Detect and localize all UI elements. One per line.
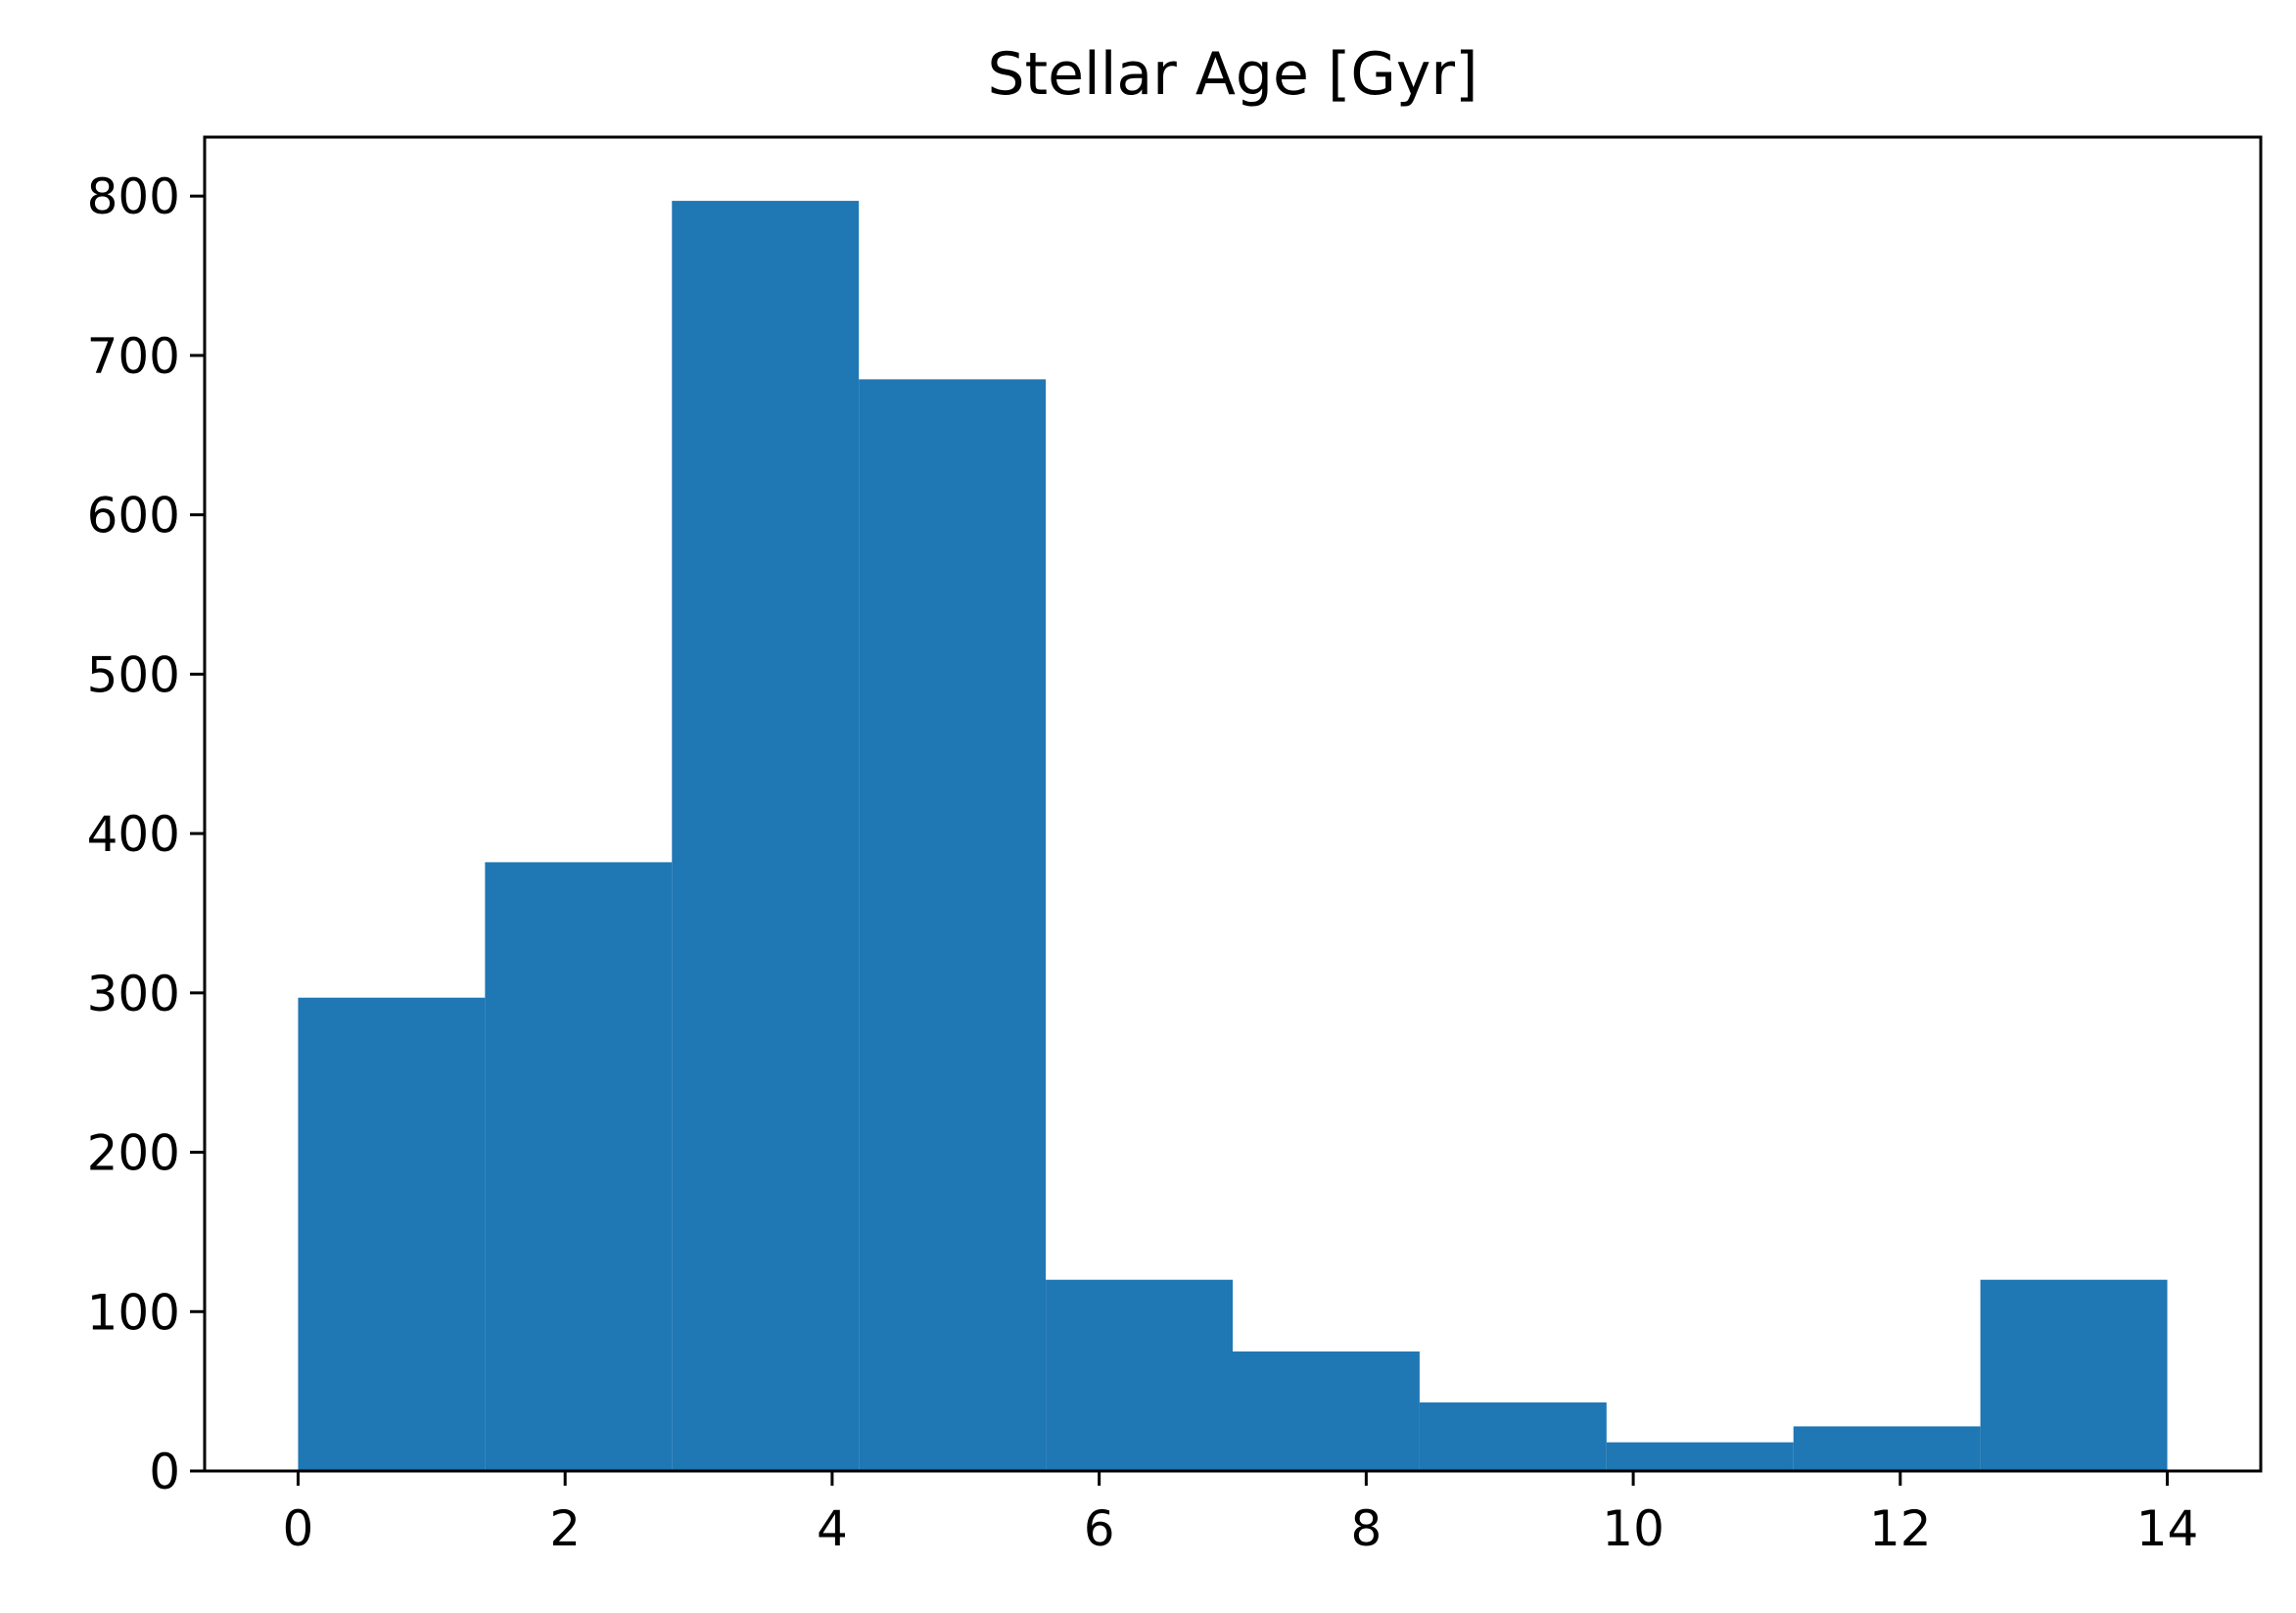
y-tick-label: 400 (87, 806, 180, 863)
histogram-bar-3 (859, 379, 1047, 1471)
histogram-bar-0 (298, 997, 486, 1471)
histogram-bar-1 (485, 862, 673, 1471)
y-tick-label: 300 (87, 966, 180, 1022)
histogram-bar-5 (1233, 1351, 1420, 1471)
histogram-bar-4 (1046, 1279, 1233, 1471)
bars-group (298, 201, 2168, 1471)
x-tick-label: 4 (817, 1500, 848, 1557)
x-tick-label: 0 (283, 1500, 314, 1557)
x-tick-label: 10 (1602, 1500, 1664, 1557)
histogram-bar-6 (1419, 1402, 1607, 1471)
y-tick-label: 200 (87, 1125, 180, 1182)
y-tick-label: 600 (87, 488, 180, 545)
histogram-bar-2 (672, 201, 860, 1471)
x-tick-label: 12 (1869, 1500, 1932, 1557)
x-tick-label: 8 (1350, 1500, 1382, 1557)
x-tick-label: 2 (549, 1500, 581, 1557)
histogram-bar-8 (1793, 1426, 1981, 1471)
x-tick-label: 6 (1084, 1500, 1115, 1557)
x-tick-label: 14 (2136, 1500, 2199, 1557)
chart-title: Stellar Age [Gyr] (988, 40, 1478, 109)
histogram-bar-9 (1980, 1279, 2168, 1471)
x-axis-ticks: 0 2 4 6 8 10 12 14 (283, 1471, 2199, 1557)
y-tick-label: 100 (87, 1284, 180, 1341)
y-axis-ticks: 0 100 200 300 400 500 600 700 800 (87, 168, 205, 1500)
histogram-bar-7 (1606, 1442, 1794, 1471)
y-tick-label: 700 (87, 328, 180, 385)
y-tick-label: 800 (87, 168, 180, 225)
plot-frame (203, 135, 2263, 1473)
y-tick-label: 500 (87, 646, 180, 703)
y-tick-label: 0 (149, 1444, 180, 1500)
